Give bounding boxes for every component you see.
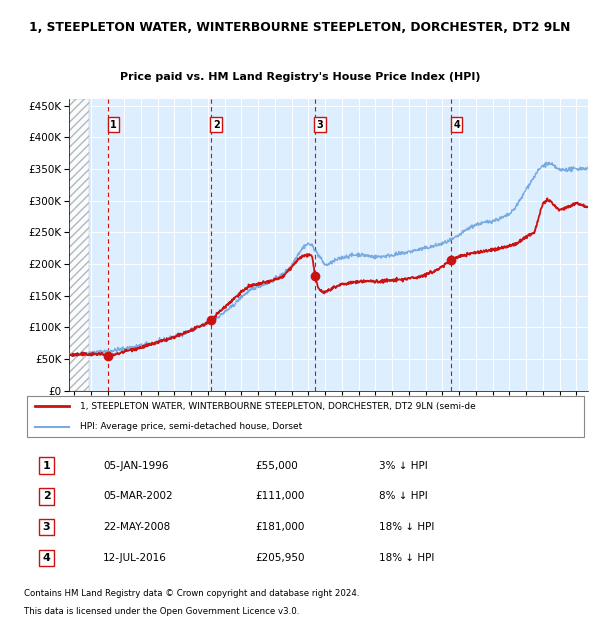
Text: 8% ↓ HPI: 8% ↓ HPI <box>379 492 428 502</box>
Text: This data is licensed under the Open Government Licence v3.0.: This data is licensed under the Open Gov… <box>24 608 299 616</box>
Text: 05-JAN-1996: 05-JAN-1996 <box>103 461 169 471</box>
Text: 1, STEEPLETON WATER, WINTERBOURNE STEEPLETON, DORCHESTER, DT2 9LN (semi-de: 1, STEEPLETON WATER, WINTERBOURNE STEEPL… <box>80 402 476 411</box>
Text: 4: 4 <box>453 120 460 130</box>
Text: 3% ↓ HPI: 3% ↓ HPI <box>379 461 428 471</box>
Text: 18% ↓ HPI: 18% ↓ HPI <box>379 553 434 563</box>
Text: 2: 2 <box>43 492 50 502</box>
Text: 1, STEEPLETON WATER, WINTERBOURNE STEEPLETON, DORCHESTER, DT2 9LN: 1, STEEPLETON WATER, WINTERBOURNE STEEPL… <box>29 21 571 34</box>
Text: 4: 4 <box>43 553 50 563</box>
Text: 18% ↓ HPI: 18% ↓ HPI <box>379 522 434 532</box>
Text: Price paid vs. HM Land Registry's House Price Index (HPI): Price paid vs. HM Land Registry's House … <box>120 73 480 82</box>
Text: 2: 2 <box>213 120 220 130</box>
Text: £205,950: £205,950 <box>255 553 305 563</box>
Text: 3: 3 <box>317 120 323 130</box>
Text: 05-MAR-2002: 05-MAR-2002 <box>103 492 173 502</box>
Text: £111,000: £111,000 <box>255 492 305 502</box>
Text: 22-MAY-2008: 22-MAY-2008 <box>103 522 170 532</box>
Text: £181,000: £181,000 <box>255 522 305 532</box>
Text: 1: 1 <box>110 120 117 130</box>
Text: 3: 3 <box>43 522 50 532</box>
Text: Contains HM Land Registry data © Crown copyright and database right 2024.: Contains HM Land Registry data © Crown c… <box>24 589 359 598</box>
FancyBboxPatch shape <box>27 396 584 437</box>
Text: 12-JUL-2016: 12-JUL-2016 <box>103 553 167 563</box>
Text: HPI: Average price, semi-detached house, Dorset: HPI: Average price, semi-detached house,… <box>80 422 302 432</box>
Text: 1: 1 <box>43 461 50 471</box>
Text: £55,000: £55,000 <box>255 461 298 471</box>
